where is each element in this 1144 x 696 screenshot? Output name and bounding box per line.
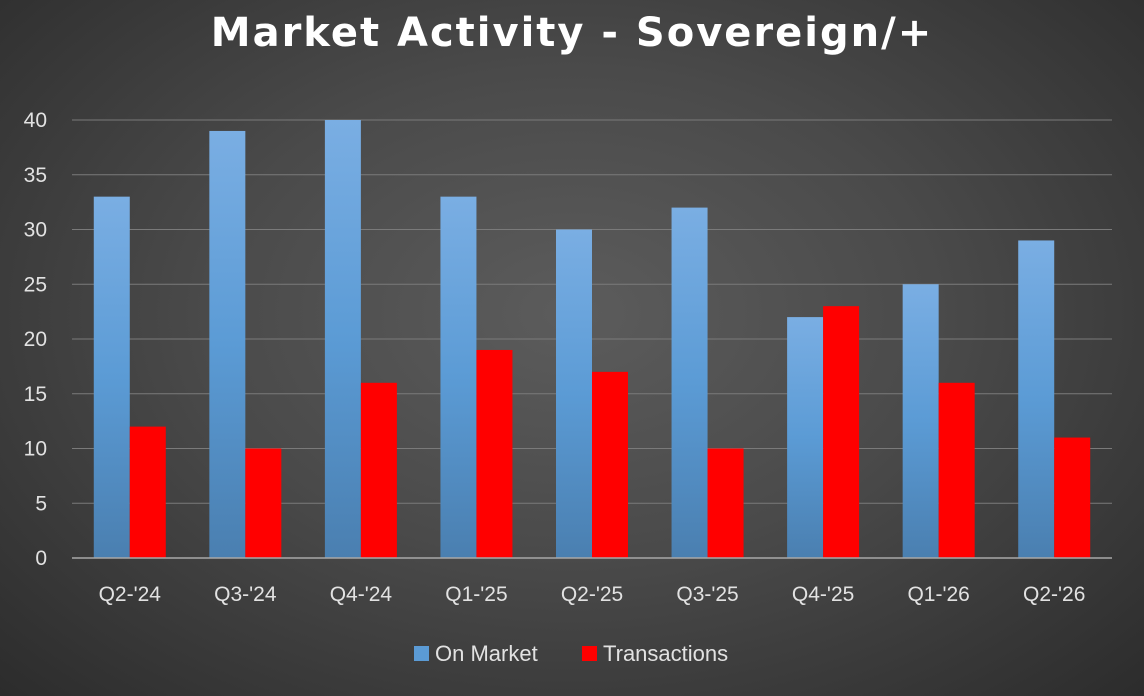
x-tick-label: Q2-'26 xyxy=(1023,583,1085,606)
bar-transactions-0 xyxy=(129,426,166,558)
bar-on-market-1 xyxy=(209,130,246,558)
x-tick-label: Q2-'24 xyxy=(99,583,162,606)
bar-on-market-6 xyxy=(787,317,824,558)
bar-transactions-3 xyxy=(476,349,513,558)
legend-label-on-market: On Market xyxy=(435,641,538,666)
x-tick-label: Q4-'24 xyxy=(330,583,393,606)
bar-on-market-2 xyxy=(324,120,361,558)
y-tick-label: 15 xyxy=(24,383,47,406)
bar-on-market-4 xyxy=(556,229,592,558)
bar-on-market-5 xyxy=(671,207,708,558)
bars xyxy=(93,120,1091,558)
y-tick-label: 20 xyxy=(24,328,47,351)
x-tick-label: Q4-'25 xyxy=(792,583,854,606)
y-tick-label: 10 xyxy=(24,438,47,461)
y-tick-label: 0 xyxy=(35,547,47,570)
x-tick-label: Q1-'25 xyxy=(445,583,507,606)
chart-title: Market Activity - Sovereign/+ xyxy=(210,10,934,56)
x-tick-label: Q3-'24 xyxy=(214,583,277,606)
bar-transactions-1 xyxy=(245,448,282,558)
bar-on-market-3 xyxy=(440,196,477,558)
bar-transactions-7 xyxy=(938,382,975,558)
bar-on-market-0 xyxy=(93,196,130,558)
bar-on-market-8 xyxy=(1018,240,1055,558)
axes: 0 5 10 15 20 25 30 35 40 Q2-'24 Q3-'24 Q4-'24 Q1-'25… xyxy=(24,109,1112,606)
y-tick-label: 5 xyxy=(35,492,47,515)
bar-transactions-5 xyxy=(707,448,744,558)
bar-on-market-7 xyxy=(902,284,939,558)
legend-label-transactions: Transactions xyxy=(603,641,728,666)
y-tick-label: 40 xyxy=(24,109,47,132)
y-tick-label: 35 xyxy=(24,164,47,187)
bar-transactions-6 xyxy=(823,306,860,558)
bar-transactions-8 xyxy=(1054,437,1091,558)
bar-transactions-2 xyxy=(360,382,397,558)
x-tick-label: Q2-'25 xyxy=(561,583,623,606)
legend: On Market Transactions xyxy=(414,641,728,666)
x-tick-label: Q1-'26 xyxy=(907,583,969,606)
y-tick-label: 25 xyxy=(24,273,47,296)
y-tick-label: 30 xyxy=(24,219,47,242)
bar-transactions-4 xyxy=(592,371,628,558)
x-tick-label: Q3-'25 xyxy=(676,583,738,606)
legend-swatch-transactions xyxy=(582,646,597,661)
legend-swatch-on-market xyxy=(414,646,429,661)
